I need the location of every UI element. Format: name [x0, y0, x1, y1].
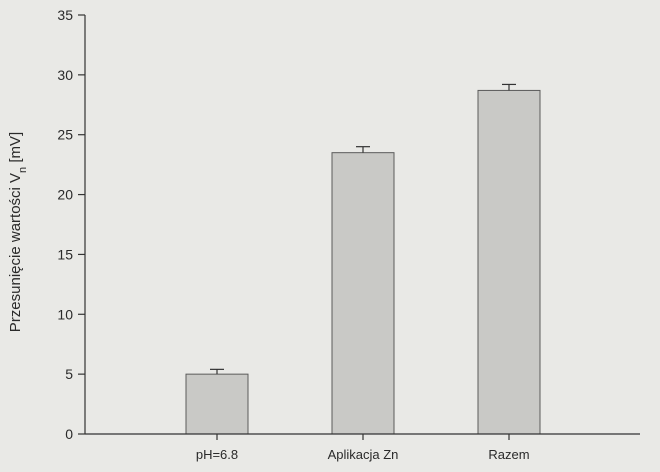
- y-tick-label: 30: [57, 67, 73, 83]
- y-tick-label: 5: [65, 366, 73, 382]
- bar-3: [477, 89, 541, 435]
- y-tick-label: 25: [57, 127, 73, 143]
- y-tick-label: 10: [57, 306, 73, 322]
- bar-1: [185, 373, 249, 435]
- x-tick-label: Razem: [488, 447, 529, 462]
- x-tick-label: pH=6.8: [196, 447, 238, 462]
- y-axis-label: Przesunięcie wartości Vn [mV]: [7, 132, 29, 332]
- x-axis: pH=6.8 Aplikacja Zn Razem: [85, 433, 640, 462]
- y-axis-label-main: Przesunięcie wartości V: [7, 173, 24, 332]
- bars: [185, 83, 541, 435]
- y-tick-label: 15: [57, 246, 73, 262]
- y-tick-label: 20: [57, 187, 73, 203]
- y-tick-label: 35: [57, 7, 73, 23]
- x-tick-label: Aplikacja Zn: [328, 447, 399, 462]
- bar-2: [331, 152, 395, 435]
- y-axis-label-subscript: n: [17, 167, 29, 173]
- y-axis-label-unit: [mV]: [7, 132, 24, 167]
- y-axis: 0 5 10 15 20 25 30 35: [57, 7, 86, 442]
- y-tick-label: 0: [65, 426, 73, 442]
